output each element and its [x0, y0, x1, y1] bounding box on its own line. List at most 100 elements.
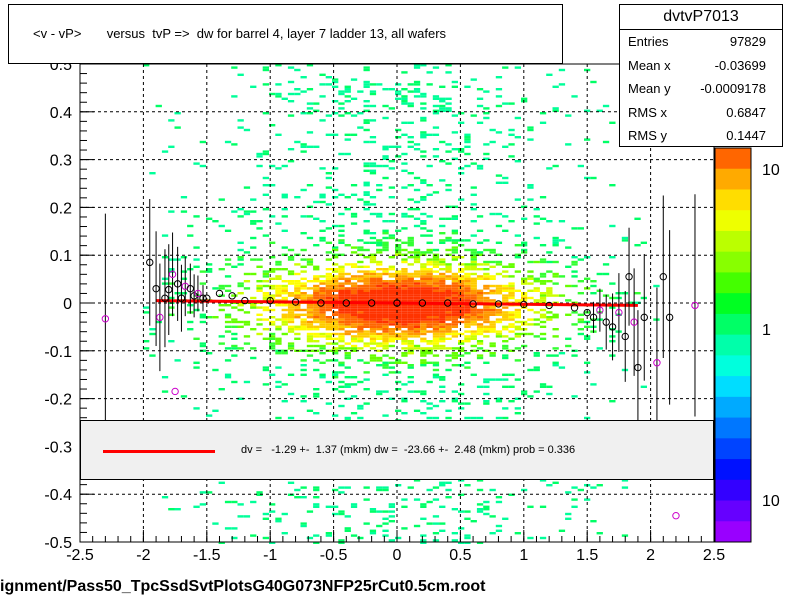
density-cell: [395, 311, 402, 314]
density-cell: [243, 335, 251, 338]
density-cell: [262, 68, 269, 72]
density-cell: [464, 268, 471, 271]
density-cell: [539, 260, 547, 264]
density-cell: [539, 275, 547, 278]
density-cell: [426, 272, 433, 276]
stats-key: Mean y: [628, 81, 671, 96]
density-cell: [350, 304, 358, 307]
density-cell: [363, 248, 370, 252]
density-cell: [376, 320, 383, 324]
density-cell: [426, 241, 433, 244]
density-cell: [250, 198, 257, 201]
density-cell: [338, 328, 345, 331]
density-cell: [300, 150, 307, 153]
density-cell: [344, 289, 351, 292]
density-cell: [224, 316, 232, 319]
density-cell: [489, 128, 496, 132]
density-cell: [388, 292, 395, 295]
density-cell: [420, 400, 427, 403]
density-cell: [439, 179, 446, 182]
density-cell: [483, 287, 490, 290]
density-cell: [168, 268, 175, 271]
density-cell: [306, 131, 314, 134]
density-cell: [495, 378, 503, 381]
density-cell: [313, 292, 320, 295]
density-cell: [350, 215, 358, 218]
density-cell: [325, 268, 332, 271]
density-cell: [363, 304, 370, 307]
density-cell: [458, 150, 465, 153]
density-cell: [413, 313, 421, 316]
density-cell: [407, 102, 414, 105]
density-cell: [350, 133, 358, 136]
density-cell: [407, 121, 414, 124]
density-cell: [319, 361, 326, 364]
density-cell: [319, 373, 326, 376]
density-cell: [369, 169, 377, 172]
density-cell: [495, 131, 503, 134]
density-cell: [382, 373, 389, 376]
density-cell: [432, 280, 440, 283]
density-cell: [527, 277, 534, 280]
density-cell: [401, 97, 408, 100]
density-cell: [363, 109, 370, 112]
density-cell: [451, 246, 458, 249]
density-cell: [376, 263, 383, 266]
density-cell: [445, 368, 452, 372]
fit-legend-text: dv = -1.29 +- 1.37 (mkm) dw = -23.66 +- …: [241, 444, 576, 456]
density-cell: [451, 289, 458, 292]
density-cell: [464, 248, 471, 252]
density-cell: [470, 265, 477, 268]
density-cell: [319, 320, 326, 324]
density-cell: [231, 265, 238, 268]
density-cell: [363, 316, 370, 319]
density-cell: [439, 320, 446, 324]
density-cell: [558, 275, 566, 278]
density-cell: [376, 294, 383, 297]
density-cell: [451, 294, 458, 297]
density-cell: [395, 359, 402, 362]
density-cell: [363, 169, 370, 172]
density-cell: [458, 308, 465, 312]
density-cell: [218, 481, 225, 484]
density-cell: [363, 522, 370, 525]
density-cell: [344, 527, 351, 530]
density-cell: [476, 308, 484, 312]
density-cell: [243, 186, 251, 189]
density-cell: [483, 263, 490, 266]
density-cell: [376, 356, 383, 360]
density-cell: [369, 119, 377, 122]
density-cell: [350, 275, 358, 278]
density-cell: [325, 133, 332, 136]
density-cell: [193, 265, 200, 268]
density-cell: [193, 366, 200, 369]
density-cell: [514, 198, 521, 201]
density-cell: [527, 323, 534, 326]
density-cell: [476, 328, 484, 331]
density-cell: [439, 323, 446, 326]
density-cell: [382, 296, 389, 300]
density-cell: [476, 294, 484, 297]
density-cell: [306, 311, 314, 314]
density-cell: [464, 541, 471, 544]
density-cell: [306, 510, 314, 513]
density-cell: [432, 311, 440, 314]
density-cell: [445, 143, 452, 146]
density-cell: [508, 287, 515, 290]
density-cell: [401, 412, 408, 415]
density-cell: [458, 292, 465, 295]
density-cell: [401, 337, 408, 340]
density-cell: [413, 498, 421, 501]
density-cell: [376, 299, 383, 302]
density-cell: [420, 222, 427, 225]
density-cell: [350, 265, 358, 268]
density-cell: [376, 486, 383, 489]
density-cell: [502, 229, 509, 232]
density-cell: [571, 323, 578, 326]
density-cell: [539, 121, 547, 124]
profile-point: [494, 300, 503, 308]
density-cell: [439, 232, 446, 235]
density-cell: [565, 517, 572, 520]
density-cell: [357, 284, 364, 288]
density-cell: [464, 366, 471, 369]
